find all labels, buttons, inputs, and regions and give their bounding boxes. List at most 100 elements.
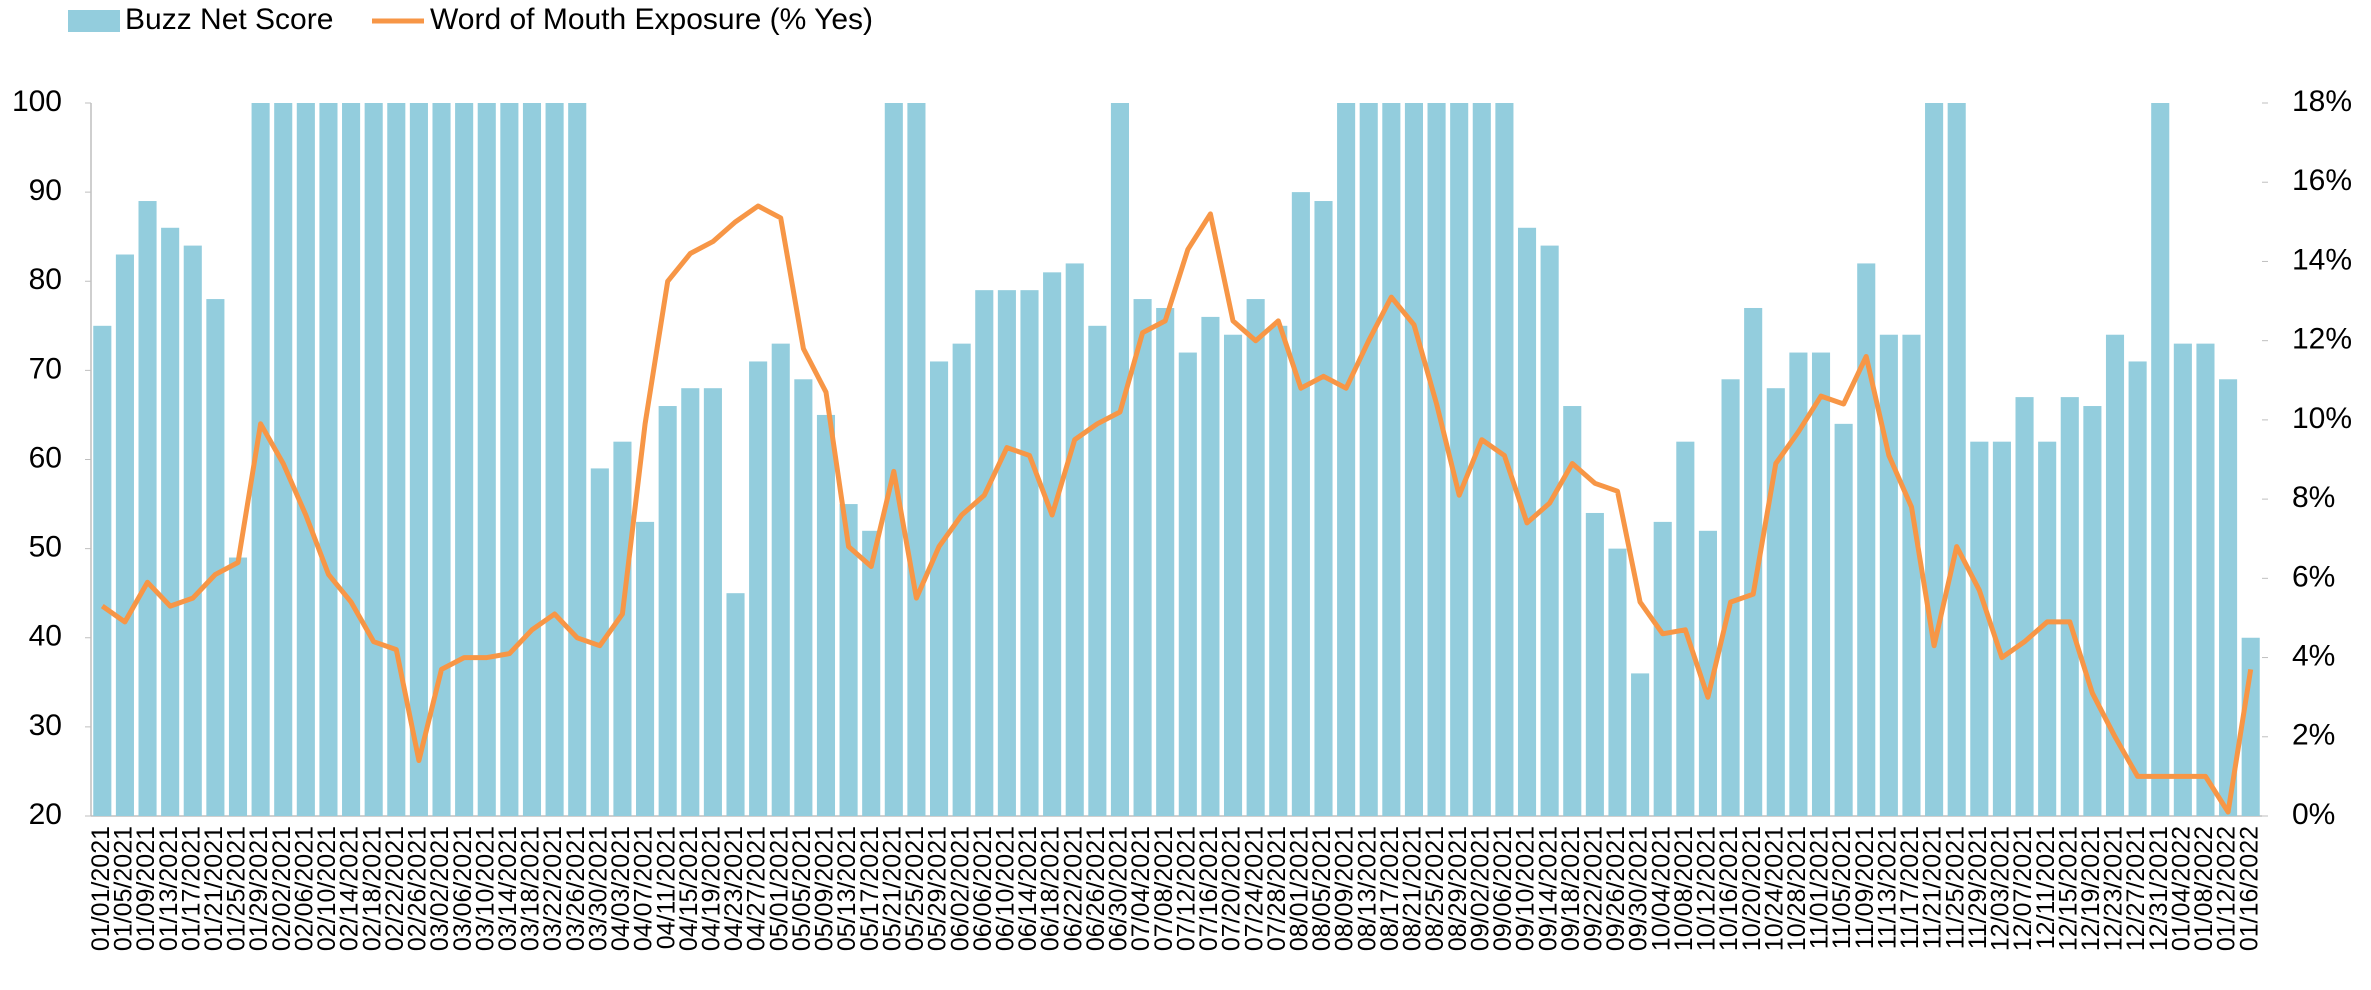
bar (2196, 343, 2215, 816)
bar (455, 103, 474, 816)
x-tick-label: 01/17/2021 (177, 826, 205, 951)
x-tick-label: 02/14/2021 (336, 826, 364, 951)
x-tick-label: 12/11/2021 (2032, 826, 2060, 949)
x-tick-label: 05/13/2021 (833, 826, 861, 951)
x-tick-label: 12/07/2021 (2009, 826, 2037, 951)
bar (703, 388, 722, 816)
bar (1811, 352, 1831, 816)
bar (1020, 290, 1039, 817)
bar (138, 201, 157, 817)
x-tick-label: 06/06/2021 (969, 826, 997, 951)
x-tick-label: 05/09/2021 (811, 826, 839, 951)
y-tick-label: 60 (29, 441, 62, 474)
bar (1133, 299, 1152, 816)
bar (975, 290, 994, 817)
x-tick-label: 05/29/2021 (924, 826, 952, 951)
x-tick-label: 06/10/2021 (992, 826, 1020, 951)
bar (794, 379, 813, 816)
x-tick-label: 02/06/2021 (290, 826, 318, 951)
x-tick-label: 10/04/2021 (1647, 826, 1675, 951)
bar (115, 254, 134, 816)
bar (884, 103, 903, 816)
bar (93, 325, 112, 816)
x-tick-label: 12/27/2021 (2122, 826, 2150, 951)
bar (1698, 530, 1717, 816)
x-tick-label: 12/03/2021 (1987, 826, 2015, 951)
x-tick-label: 01/16/2022 (2235, 826, 2263, 951)
bar (1088, 325, 1107, 816)
y2-tick-label: 4% (2292, 639, 2335, 672)
bar (1404, 103, 1423, 816)
x-tick-label: 07/24/2021 (1240, 826, 1268, 951)
x-tick-label: 06/14/2021 (1014, 826, 1042, 951)
bar (568, 103, 587, 816)
x-tick-label: 06/18/2021 (1037, 826, 1065, 951)
bar (952, 343, 971, 816)
bar (1653, 521, 1672, 816)
y2-tick-label: 10% (2292, 402, 2352, 435)
bar (658, 406, 677, 816)
bar (1834, 423, 1853, 816)
x-tick-label: 03/22/2021 (539, 826, 567, 951)
bar (1857, 263, 1876, 816)
x-tick-label: 01/08/2022 (2190, 826, 2218, 951)
x-tick-label: 08/17/2021 (1376, 826, 1404, 951)
x-tick-label: 03/06/2021 (449, 826, 477, 951)
x-tick-label: 10/08/2021 (1670, 826, 1698, 951)
x-tick-label: 06/30/2021 (1105, 826, 1133, 951)
y-tick-label: 100 (12, 85, 62, 118)
y2-tick-label: 2% (2292, 719, 2335, 752)
bar (1902, 334, 1921, 816)
bar (1947, 103, 1966, 816)
x-tick-label: 09/30/2021 (1625, 826, 1653, 951)
bar (1110, 103, 1130, 816)
x-tick-label: 02/18/2021 (358, 826, 386, 951)
bar (1427, 103, 1446, 816)
x-tick-label: 11/17/2021 (1896, 826, 1924, 949)
x-tick-label: 06/26/2021 (1082, 826, 1110, 951)
x-tick-label: 11/29/2021 (1964, 826, 1992, 949)
x-tick-label: 09/26/2021 (1602, 826, 1630, 951)
x-tick-label: 03/18/2021 (517, 826, 545, 951)
bar (1925, 103, 1944, 816)
bar (1608, 548, 1627, 816)
x-tick-label: 04/15/2021 (675, 826, 703, 951)
x-tick-label: 09/06/2021 (1489, 826, 1517, 951)
x-tick-label: 09/18/2021 (1557, 826, 1585, 951)
y2-tick-label: 18% (2292, 85, 2352, 118)
x-tick-label: 12/23/2021 (2100, 826, 2128, 951)
x-tick-label: 05/05/2021 (788, 826, 816, 951)
x-tick-label: 07/28/2021 (1263, 826, 1291, 951)
bar (183, 245, 202, 817)
x-tick-label: 07/08/2021 (1150, 826, 1178, 951)
x-tick-label: 08/05/2021 (1308, 826, 1336, 951)
x-tick-label: 06/22/2021 (1059, 826, 1087, 951)
bar (1065, 263, 1084, 816)
bar (1563, 406, 1582, 816)
bar (1382, 103, 1401, 816)
bar (296, 103, 315, 816)
x-tick-label: 07/04/2021 (1127, 826, 1155, 951)
x-tick-label: 04/23/2021 (720, 826, 748, 951)
x-tick-label: 11/13/2021 (1873, 826, 1901, 949)
x-tick-label: 01/29/2021 (245, 826, 273, 951)
y2-tick-label: 8% (2292, 481, 2335, 514)
x-tick-label: 12/31/2021 (2145, 826, 2173, 951)
bar (1992, 441, 2011, 816)
bar (2151, 103, 2170, 816)
bar (726, 593, 745, 816)
bar (522, 103, 542, 816)
bar (364, 103, 383, 816)
x-tick-label: 12/19/2021 (2077, 826, 2105, 951)
bar (1223, 334, 1243, 816)
bar (1879, 334, 1898, 816)
y-tick-label: 20 (29, 798, 62, 831)
x-tick-label: 03/10/2021 (471, 826, 499, 951)
x-tick-label: 01/12/2022 (2213, 826, 2241, 951)
bar (2015, 397, 2034, 816)
bar (930, 361, 949, 816)
bar (997, 290, 1016, 817)
bar (2105, 334, 2125, 816)
y2-tick-label: 16% (2292, 164, 2352, 197)
